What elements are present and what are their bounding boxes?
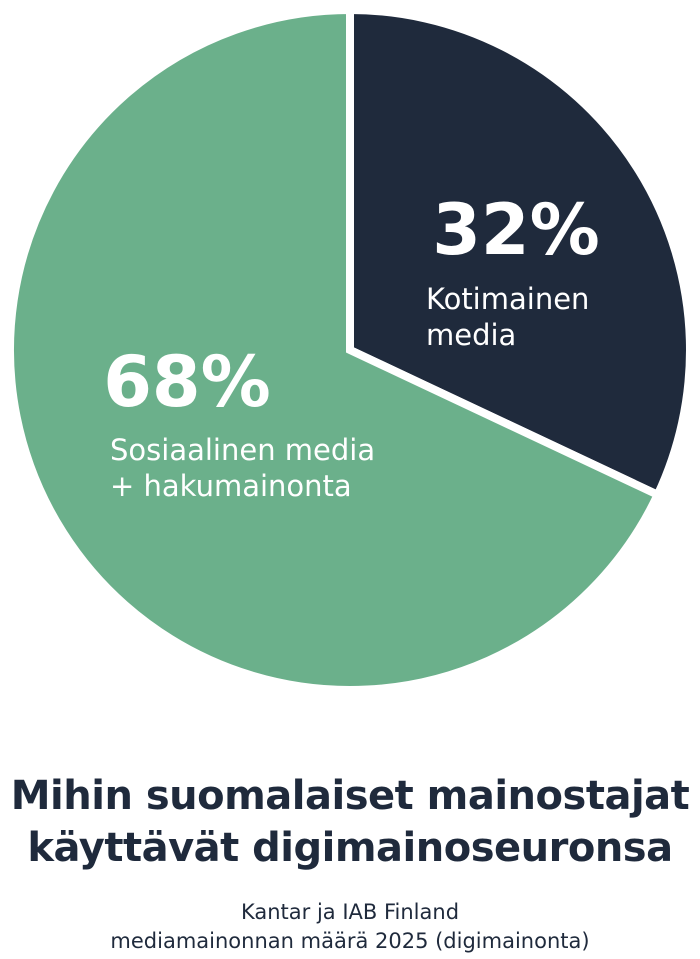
slice-category-label-2-line-1: Sosiaalinen media [110, 433, 375, 467]
slice-category-label-2-line-2: + hakumainonta [110, 469, 352, 503]
pie-slice-1 [346, 5, 694, 501]
source-line-1: Kantar ja IAB Finland [240, 900, 460, 924]
slice-value-label-1: 32% [432, 189, 600, 271]
slice-category-label-1-line-2: media [426, 318, 516, 352]
chart-title-line-2: käyttävät digimainoseuronsa [27, 825, 673, 871]
slice-value-label-2: 68% [103, 341, 271, 423]
slice-category-label-1-line-1: Kotimainen [426, 282, 589, 316]
chart-title-line-1: Mihin suomalaiset mainostajat [10, 773, 690, 819]
source-line-2: mediamainonnan määrä 2025 (digimainonta) [110, 929, 590, 953]
pie-slice-2 [6, 5, 663, 694]
